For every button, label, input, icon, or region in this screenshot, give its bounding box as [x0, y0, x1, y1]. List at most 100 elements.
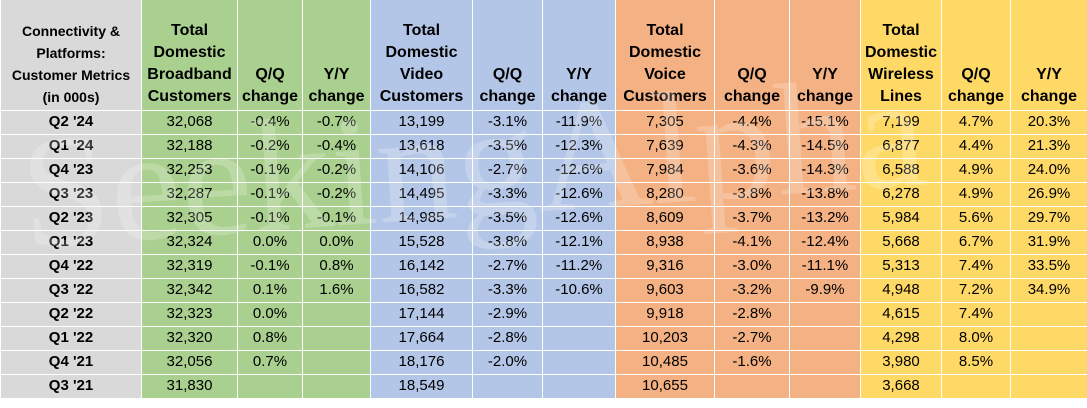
voice-qq-cell: -1.6% [714, 349, 790, 375]
wireless-value-cell: 4,298 [860, 325, 942, 351]
voice-value-cell: 9,603 [615, 277, 715, 303]
wireless-value-cell: 3,980 [860, 349, 942, 375]
video-value-cell: 13,199 [370, 109, 473, 135]
video-yy-cell [542, 301, 616, 327]
voice-value-cell: 8,280 [615, 181, 715, 207]
video-value-cell: 16,582 [370, 277, 473, 303]
table-row: Q1 '22 32,320 0.8% 17,664 -2.8% 10,203 -2.7% 4,… [0, 325, 1087, 351]
wireless-value-cell: 6,278 [860, 181, 942, 207]
broadband-yy-cell: 0.8% [302, 253, 371, 279]
voice-qq-cell: -3.0% [714, 253, 790, 279]
quarter-cell: Q1 '24 [0, 133, 142, 159]
broadband-qq-cell: -0.1% [237, 253, 303, 279]
video-yy-header: Y/Y change [542, 0, 616, 110]
voice-yy-cell [789, 301, 861, 327]
broadband-qq-cell: 0.8% [237, 325, 303, 351]
wireless-qq-cell: 4.9% [941, 181, 1011, 207]
voice-value-cell: 10,485 [615, 349, 715, 375]
video-qq-cell: -3.1% [472, 109, 543, 135]
voice-value-cell: 10,655 [615, 373, 715, 399]
video-value-cell: 13,618 [370, 133, 473, 159]
wireless-value-cell: 7,199 [860, 109, 942, 135]
video-header: Total Domestic Video Customers [370, 0, 473, 110]
video-yy-cell [542, 349, 616, 375]
table-row: Q3 '22 32,342 0.1% 1.6% 16,582 -3.3% -10.6% 9,6… [0, 277, 1087, 303]
video-yy-cell [542, 325, 616, 351]
voice-yy-cell [789, 325, 861, 351]
broadband-yy-cell: -0.7% [302, 109, 371, 135]
wireless-qq-cell: 4.4% [941, 133, 1011, 159]
voice-qq-cell: -3.8% [714, 181, 790, 207]
voice-qq-cell: -4.4% [714, 109, 790, 135]
broadband-qq-cell: -0.1% [237, 205, 303, 231]
voice-qq-cell: -2.7% [714, 325, 790, 351]
wireless-yy-header: Y/Y change [1010, 0, 1087, 110]
voice-qq-cell [714, 373, 790, 399]
wireless-qq-header: Q/Q change [941, 0, 1011, 110]
broadband-yy-cell [302, 325, 371, 351]
video-value-cell: 14,495 [370, 181, 473, 207]
voice-qq-cell: -4.3% [714, 133, 790, 159]
wireless-qq-cell: 6.7% [941, 229, 1011, 255]
broadband-value-cell: 32,068 [141, 109, 238, 135]
video-qq-cell: -3.5% [472, 133, 543, 159]
broadband-qq-cell: 0.7% [237, 349, 303, 375]
video-value-cell: 15,528 [370, 229, 473, 255]
quarter-cell: Q4 '23 [0, 157, 142, 183]
voice-yy-cell: -13.8% [789, 181, 861, 207]
wireless-yy-cell: 24.0% [1010, 157, 1087, 183]
table-row: Q4 '21 32,056 0.7% 18,176 -2.0% 10,485 -1.6% 3,… [0, 349, 1087, 375]
video-qq-cell [472, 373, 543, 399]
video-yy-cell: -12.6% [542, 157, 616, 183]
video-yy-cell: -12.6% [542, 205, 616, 231]
video-qq-cell: -2.7% [472, 157, 543, 183]
broadband-qq-cell: -0.1% [237, 181, 303, 207]
video-qq-cell: -3.3% [472, 277, 543, 303]
voice-value-cell: 7,639 [615, 133, 715, 159]
broadband-yy-header: Y/Y change [302, 0, 371, 110]
video-value-cell: 18,549 [370, 373, 473, 399]
header-row: Connectivity & Platforms: Customer Metri… [0, 0, 1087, 110]
voice-yy-cell: -12.4% [789, 229, 861, 255]
video-qq-cell: -3.3% [472, 181, 543, 207]
voice-qq-cell: -3.7% [714, 205, 790, 231]
voice-value-cell: 8,609 [615, 205, 715, 231]
video-qq-cell: -3.8% [472, 229, 543, 255]
broadband-yy-cell [302, 349, 371, 375]
video-qq-cell: -2.0% [472, 349, 543, 375]
wireless-qq-cell: 7.2% [941, 277, 1011, 303]
wireless-yy-cell: 26.9% [1010, 181, 1087, 207]
wireless-value-cell: 5,668 [860, 229, 942, 255]
video-qq-cell: -2.9% [472, 301, 543, 327]
video-value-cell: 14,106 [370, 157, 473, 183]
quarter-cell: Q2 '22 [0, 301, 142, 327]
wireless-qq-cell: 7.4% [941, 253, 1011, 279]
wireless-qq-cell: 4.9% [941, 157, 1011, 183]
table-row: Q3 '21 31,830 18,549 10,655 3,668 [0, 373, 1087, 399]
wireless-yy-cell [1010, 325, 1087, 351]
table-row: Q4 '23 32,253 -0.1% -0.2% 14,106 -2.7% -12.6% 7… [0, 157, 1087, 183]
wireless-qq-cell: 4.7% [941, 109, 1011, 135]
wireless-yy-cell: 31.9% [1010, 229, 1087, 255]
quarter-cell: Q3 '21 [0, 373, 142, 399]
table-row: Q2 '23 32,305 -0.1% -0.1% 14,985 -3.5% -12.6% 8… [0, 205, 1087, 231]
table-body: Q2 '24 32,068 -0.4% -0.7% 13,199 -3.1% -11.9% 7… [0, 109, 1087, 399]
video-yy-cell: -10.6% [542, 277, 616, 303]
wireless-value-cell: 6,588 [860, 157, 942, 183]
voice-yy-cell [789, 373, 861, 399]
broadband-value-cell: 32,056 [141, 349, 238, 375]
broadband-value-cell: 32,305 [141, 205, 238, 231]
wireless-yy-cell [1010, 349, 1087, 375]
broadband-yy-cell: -0.2% [302, 181, 371, 207]
broadband-value-cell: 31,830 [141, 373, 238, 399]
wireless-value-cell: 5,984 [860, 205, 942, 231]
quarter-cell: Q1 '22 [0, 325, 142, 351]
wireless-value-cell: 4,948 [860, 277, 942, 303]
video-value-cell: 17,664 [370, 325, 473, 351]
broadband-value-cell: 32,324 [141, 229, 238, 255]
quarter-cell: Q3 '23 [0, 181, 142, 207]
broadband-qq-cell: -0.2% [237, 133, 303, 159]
video-value-cell: 14,985 [370, 205, 473, 231]
wireless-yy-cell: 29.7% [1010, 205, 1087, 231]
broadband-value-cell: 32,188 [141, 133, 238, 159]
